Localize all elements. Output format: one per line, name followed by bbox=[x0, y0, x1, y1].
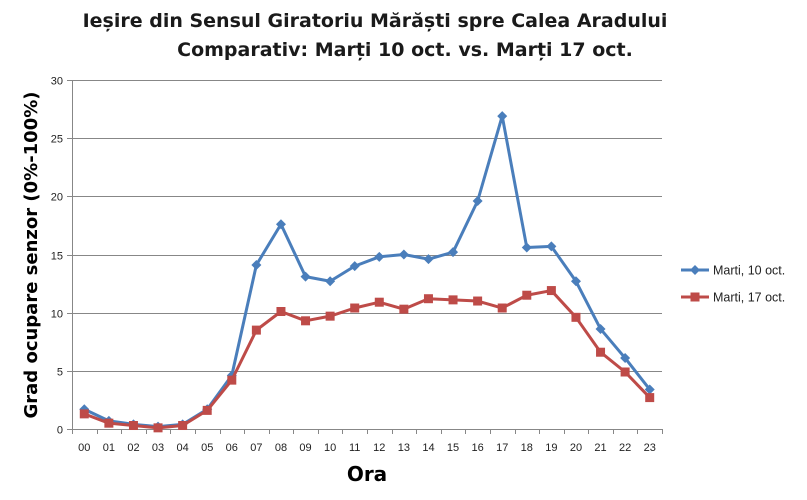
data-point bbox=[570, 276, 581, 287]
x-tick-label: 07 bbox=[250, 442, 262, 454]
data-point bbox=[153, 423, 163, 433]
data-point bbox=[571, 312, 581, 322]
x-tick-label: 15 bbox=[447, 442, 459, 454]
x-axis-ticks: 00 01 02 03 04 05 06 07 08 09 10 11 12 13 14 15 16 17 18 19… bbox=[72, 429, 663, 454]
data-point bbox=[521, 242, 532, 253]
data-point bbox=[448, 247, 459, 258]
data-point bbox=[301, 316, 311, 326]
y-tick-label: 30 bbox=[51, 76, 63, 88]
legend-swatch-marker bbox=[690, 292, 700, 302]
x-tick-label: 04 bbox=[177, 442, 189, 454]
data-point bbox=[349, 261, 360, 272]
chart-title-line-1: Ieșire din Sensul Giratoriu Mărăști spre… bbox=[83, 10, 668, 32]
data-point bbox=[374, 297, 384, 307]
data-point bbox=[178, 421, 188, 431]
data-point bbox=[473, 296, 483, 306]
data-point bbox=[620, 367, 630, 377]
x-tick-label: 06 bbox=[226, 442, 238, 454]
data-point bbox=[275, 219, 286, 230]
legend-item-2: Marti, 17 oct. bbox=[681, 291, 785, 305]
series-1 bbox=[79, 111, 655, 432]
y-axis-label: Grad ocupare senzor (0%-100%) bbox=[21, 92, 42, 419]
x-tick-label: 12 bbox=[373, 442, 385, 454]
y-tick-label: 15 bbox=[51, 251, 63, 263]
y-tick-label: 25 bbox=[51, 134, 63, 146]
y-tick-label: 20 bbox=[51, 192, 63, 204]
data-point bbox=[423, 254, 434, 265]
x-tick-label: 05 bbox=[201, 442, 213, 454]
legend-item-1: Marti, 10 oct. bbox=[681, 264, 785, 278]
x-tick-label: 23 bbox=[644, 442, 656, 454]
x-tick-label: 19 bbox=[545, 442, 557, 454]
x-tick-label: 16 bbox=[472, 442, 484, 454]
data-point bbox=[398, 249, 409, 260]
x-tick-label: 11 bbox=[349, 442, 360, 454]
x-tick-label: 22 bbox=[619, 442, 631, 454]
legend: Marti, 10 oct. Marti, 17 oct. bbox=[681, 264, 785, 305]
series-group bbox=[79, 111, 655, 433]
data-point bbox=[522, 290, 532, 300]
chart-title-line-2: Comparativ: Marți 10 oct. vs. Marți 17 o… bbox=[177, 39, 633, 61]
data-point bbox=[595, 323, 606, 334]
data-point bbox=[325, 311, 335, 321]
x-tick-label: 10 bbox=[324, 442, 336, 454]
x-tick-label: 09 bbox=[299, 442, 311, 454]
data-point bbox=[251, 259, 262, 270]
y-tick-label: 10 bbox=[51, 309, 63, 321]
legend-label: Marti, 17 oct. bbox=[713, 291, 785, 305]
series-2 bbox=[79, 286, 655, 433]
x-tick-label: 13 bbox=[398, 442, 410, 454]
gridlines bbox=[72, 80, 662, 430]
x-tick-label: 17 bbox=[496, 442, 508, 454]
data-point bbox=[104, 418, 114, 428]
y-tick-label: 0 bbox=[57, 425, 63, 437]
data-point bbox=[128, 421, 138, 431]
data-point bbox=[300, 271, 311, 282]
data-point bbox=[251, 325, 261, 335]
data-point bbox=[423, 294, 433, 304]
data-point bbox=[350, 303, 360, 313]
x-tick-label: 18 bbox=[521, 442, 533, 454]
x-tick-label: 21 bbox=[594, 442, 606, 454]
data-point bbox=[644, 384, 655, 395]
data-point bbox=[448, 295, 458, 305]
legend-label: Marti, 10 oct. bbox=[713, 264, 785, 278]
data-point bbox=[276, 307, 286, 317]
data-point bbox=[645, 393, 655, 403]
data-point bbox=[596, 347, 606, 357]
x-tick-label: 01 bbox=[103, 442, 115, 454]
data-point bbox=[79, 409, 89, 419]
data-point bbox=[546, 286, 556, 296]
data-point bbox=[374, 251, 385, 262]
data-point bbox=[472, 195, 483, 206]
y-tick-label: 5 bbox=[57, 367, 63, 379]
data-point bbox=[202, 405, 212, 415]
data-point bbox=[620, 353, 631, 364]
data-point bbox=[546, 241, 557, 252]
data-point bbox=[227, 375, 237, 385]
series-line bbox=[82, 289, 652, 430]
x-tick-label: 14 bbox=[422, 442, 434, 454]
data-point bbox=[399, 304, 409, 314]
x-tick-label: 02 bbox=[127, 442, 139, 454]
y-axis-ticks: 0 5 10 15 20 25 30 bbox=[51, 76, 72, 437]
x-tick-label: 20 bbox=[570, 442, 582, 454]
legend-swatch-marker bbox=[690, 265, 700, 275]
data-point bbox=[497, 303, 507, 313]
data-point bbox=[325, 276, 336, 287]
x-axis-label: Ora bbox=[347, 462, 387, 486]
x-tick-label: 00 bbox=[78, 442, 90, 454]
data-point bbox=[497, 111, 508, 122]
x-tick-label: 08 bbox=[275, 442, 287, 454]
x-tick-label: 03 bbox=[152, 442, 164, 454]
series-line bbox=[82, 114, 652, 429]
